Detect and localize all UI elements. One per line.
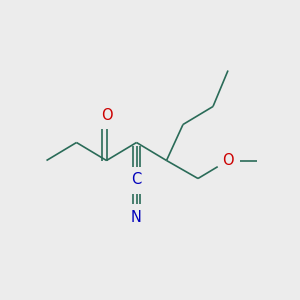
Text: N: N bbox=[131, 210, 142, 225]
Text: O: O bbox=[222, 153, 234, 168]
Text: C: C bbox=[131, 172, 142, 188]
Text: O: O bbox=[101, 108, 112, 123]
